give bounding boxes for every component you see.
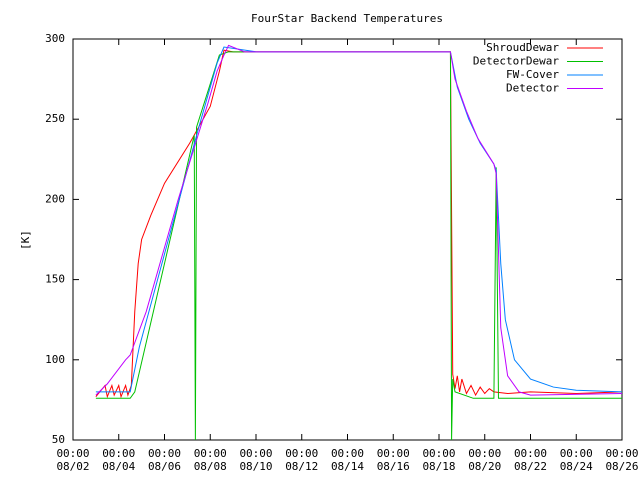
x-tick-label: 00:00: [422, 447, 455, 460]
legend-label: Detector: [506, 82, 559, 95]
x-tick-label: 08/10: [239, 460, 272, 473]
x-tick-label: 00:00: [605, 447, 638, 460]
x-tick-label: 00:00: [560, 447, 593, 460]
x-tick-label: 08/02: [56, 460, 89, 473]
x-tick-label: 08/12: [285, 460, 318, 473]
plot-lines: [95, 44, 622, 440]
series-line: [95, 44, 622, 396]
x-tick-label: 00:00: [331, 447, 364, 460]
legend-label: FW-Cover: [506, 68, 559, 81]
y-tick-label: 250: [45, 112, 65, 125]
x-tick-label: 08/06: [148, 460, 181, 473]
series-line: [95, 51, 622, 440]
y-tick-label: 150: [45, 273, 65, 286]
x-tick-label: 00:00: [102, 447, 135, 460]
series-line: [95, 49, 622, 399]
x-tick-label: 08/26: [605, 460, 638, 473]
y-tick-label: 100: [45, 353, 65, 366]
legend-label: ShroudDewar: [486, 41, 559, 54]
x-tick-label: 00:00: [468, 447, 501, 460]
x-tick-label: 00:00: [148, 447, 181, 460]
y-tick-label: 300: [45, 32, 65, 45]
x-tick-label: 00:00: [194, 447, 227, 460]
x-tick-label: 08/16: [377, 460, 410, 473]
plot-frame: [72, 38, 623, 441]
x-tick-label: 08/24: [560, 460, 593, 473]
x-tick-label: 08/14: [331, 460, 364, 473]
x-tick-label: 00:00: [377, 447, 410, 460]
x-tick-label: 00:00: [514, 447, 547, 460]
x-tick-label: 08/04: [102, 460, 135, 473]
y-tick-label: 50: [52, 433, 65, 446]
x-tick-label: 08/08: [194, 460, 227, 473]
legend-label: DetectorDewar: [473, 55, 559, 68]
x-tick-label: 08/18: [422, 460, 455, 473]
y-axis-label: [K]: [19, 230, 32, 250]
x-tick-label: 08/20: [468, 460, 501, 473]
x-tick-label: 00:00: [285, 447, 318, 460]
chart-title: FourStar Backend Temperatures: [251, 12, 443, 25]
y-tick-label: 200: [45, 192, 65, 205]
x-tick-label: 00:00: [239, 447, 272, 460]
x-tick-label: 00:00: [56, 447, 89, 460]
x-tick-label: 08/22: [514, 460, 547, 473]
